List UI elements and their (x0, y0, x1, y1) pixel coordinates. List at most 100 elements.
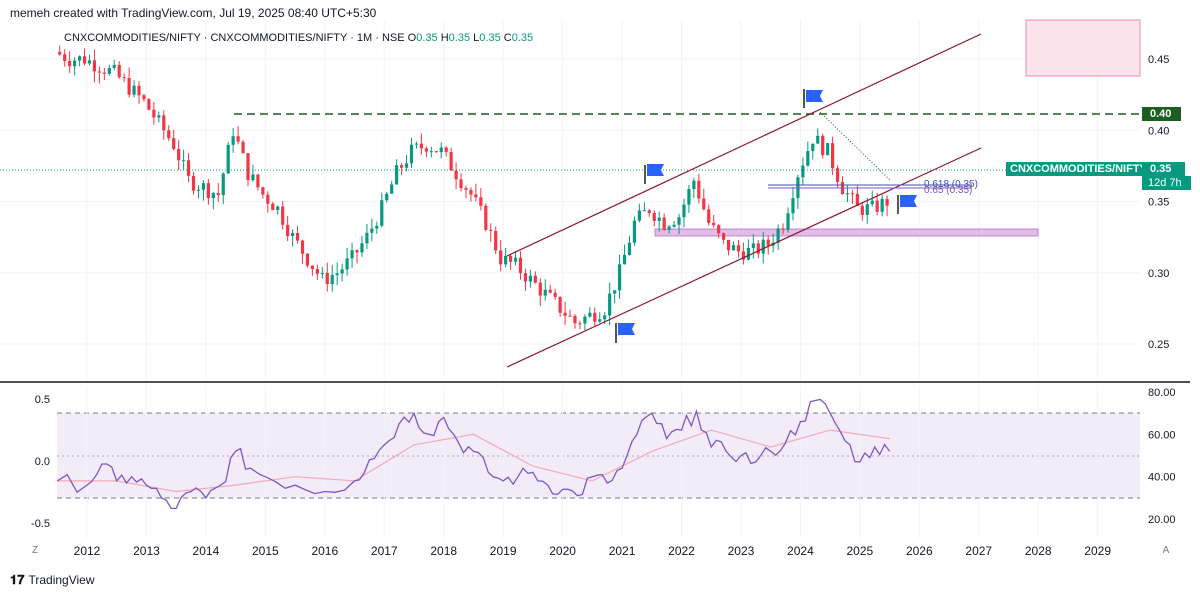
time-tick-label: 2020 (549, 544, 576, 558)
candle-body (186, 160, 191, 176)
symbol-legend[interactable]: CNXCOMMODITIES/NIFTY · CNXCOMMODITIES/NI… (64, 32, 533, 44)
candle-body (241, 141, 245, 154)
candlestick-series (58, 45, 889, 331)
candle-body (345, 258, 349, 270)
candle-body (147, 99, 151, 110)
time-tick-label: 2021 (609, 544, 636, 558)
candle-body (573, 315, 577, 324)
candle-body (523, 273, 528, 282)
time-tick-label: 2017 (371, 544, 398, 558)
candle-body (761, 239, 765, 254)
candle-body (226, 144, 230, 174)
candle-body (860, 205, 864, 215)
candle-body (276, 206, 280, 211)
candle-body (256, 174, 260, 188)
candle-body (63, 54, 67, 62)
flag-marker-2020 (615, 323, 635, 343)
brand-footer: 𝟏𝟕 TradingView (10, 572, 95, 588)
candle-body (399, 165, 404, 168)
candle-body (375, 225, 379, 229)
symbol-name-tag[interactable]: CNXCOMMODITIES/NIFTY (1006, 162, 1151, 176)
candle-body (162, 115, 166, 131)
candle-body (781, 228, 785, 230)
candle-body (533, 275, 537, 283)
log-scale-toggle[interactable]: Z (31, 545, 39, 556)
candle-body (117, 64, 121, 78)
price-tick-label: 0.25 (1148, 339, 1169, 351)
candle-body (429, 151, 433, 153)
price-tick-label: 0.40 (1148, 125, 1169, 137)
candle-body (766, 239, 770, 246)
candle-body (167, 130, 171, 139)
candle-body (385, 193, 389, 201)
candle-body (82, 56, 87, 64)
candle-body (717, 225, 721, 234)
legend-close-label: C (503, 32, 512, 44)
time-tick-label: 2018 (430, 544, 457, 558)
candle-body (657, 217, 661, 221)
candle-body (741, 251, 746, 260)
candle-body (182, 160, 186, 162)
price-tick-label: 0.30 (1148, 268, 1169, 280)
time-tick-label: 2028 (1025, 544, 1052, 558)
candle-body (261, 187, 265, 195)
level-price-tag[interactable]: 0.40 (1142, 107, 1182, 121)
chart-credit-line: memeh created with TradingView.com, Jul … (10, 6, 377, 20)
candle-body (504, 255, 508, 265)
candle-body (870, 200, 874, 205)
candle-body (300, 240, 305, 254)
supply-zone (1025, 19, 1141, 77)
price-tick-label: 0.35 (1148, 197, 1169, 209)
candle-body (484, 205, 488, 230)
candle-body (875, 200, 879, 212)
flag-marker-2021 (644, 164, 664, 184)
candle-body (419, 143, 424, 149)
candle-body (335, 273, 339, 276)
candle-body (305, 253, 310, 266)
candle-body (538, 282, 542, 296)
rsi-axis[interactable]: 80.00 60.00 40.00 20.00 (1148, 387, 1176, 526)
candle-body (548, 289, 552, 293)
time-tick-label: 2022 (668, 544, 695, 558)
time-tick-label: 2013 (133, 544, 160, 558)
candle-body (439, 147, 443, 153)
candle-body (751, 243, 755, 248)
candle-body (295, 233, 300, 241)
legend-open-value: 0.35 (416, 32, 438, 44)
time-tick-label: 2014 (193, 544, 220, 558)
candle-body (424, 148, 428, 152)
candle-body (290, 233, 295, 237)
candle-body (464, 188, 468, 190)
candle-body (697, 180, 701, 199)
time-axis[interactable]: 2012 2013 2014 2015 2016 2017 2018 2019 2020 2021… (74, 544, 1112, 558)
candle-body (518, 257, 523, 274)
candle-body (736, 245, 741, 252)
time-tick-label: 2026 (906, 544, 933, 558)
candle-body (449, 151, 453, 171)
candle-body (73, 60, 77, 67)
time-tick-label: 2027 (965, 544, 992, 558)
price-tick-label: 0.45 (1148, 54, 1169, 66)
auto-scale-toggle[interactable]: A (1162, 545, 1170, 556)
candle-body (617, 264, 622, 291)
candle-body (821, 135, 825, 156)
candle-body (221, 173, 225, 196)
candle-body (756, 243, 760, 254)
rsi-tick-label: 40.00 (1148, 472, 1176, 484)
rsi-left-tick-label: 0.0 (35, 456, 50, 468)
time-tick-label: 2025 (846, 544, 873, 558)
price-axis[interactable]: 0.45 0.40 0.35 0.30 0.25 (1148, 54, 1169, 351)
last-price-tag[interactable]: 0.35 (1142, 162, 1186, 176)
rsi-left-tick-label: 0.5 (35, 394, 50, 406)
candle-body (122, 77, 126, 79)
candle-body (191, 175, 196, 191)
rsi-left-axis: 0.5 0.0 -0.5 (31, 394, 50, 530)
candle-body (340, 269, 344, 274)
candle-body (107, 67, 111, 74)
candle-body (662, 217, 666, 230)
candle-body (865, 204, 869, 215)
candle-body (157, 115, 161, 118)
candle-body (553, 292, 557, 297)
candle-body (68, 61, 72, 67)
